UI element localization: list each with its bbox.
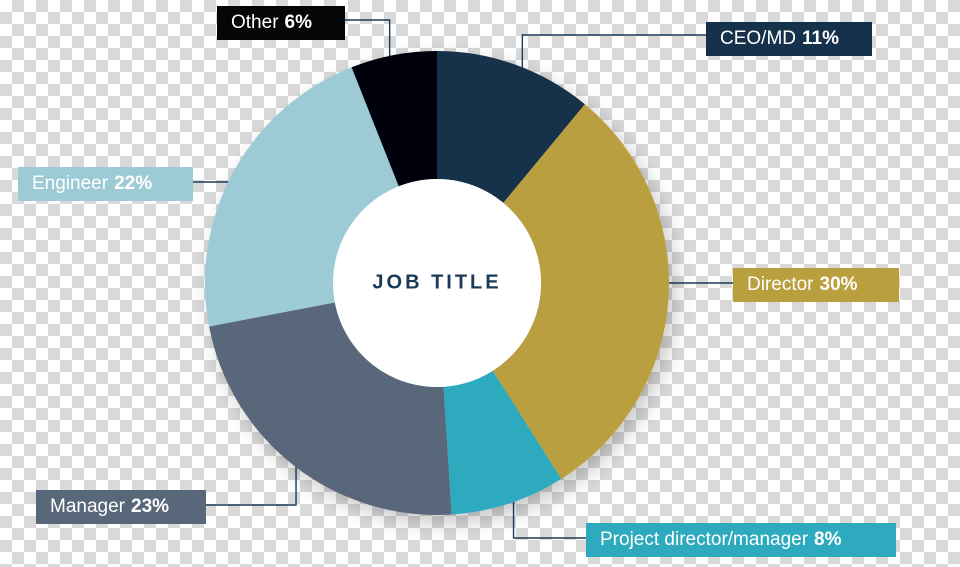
label-other: Other 6%: [217, 6, 345, 40]
label-percent: 22%: [114, 173, 152, 194]
leader-line: [522, 35, 706, 69]
label-name: Manager: [50, 496, 125, 517]
leader-line: [206, 465, 296, 505]
label-name: Engineer: [32, 173, 108, 194]
leader-line: [514, 500, 586, 538]
label-percent: 23%: [131, 496, 169, 517]
label-director: Director 30%: [733, 268, 899, 302]
label-manager: Manager 23%: [36, 490, 206, 524]
label-name: CEO/MD: [720, 28, 796, 49]
label-name: Other: [231, 12, 279, 33]
label-percent: 6%: [285, 12, 312, 33]
donut-chart-container: CEO/MD 11% Director 30% Project director/man…: [0, 0, 960, 567]
label-name: Project director/manager: [600, 529, 808, 550]
chart-center-title: JOB TITLE: [372, 272, 501, 295]
label-percent: 8%: [814, 529, 841, 550]
label-project-director-manager: Project director/manager 8%: [586, 523, 896, 557]
label-percent: 30%: [820, 274, 858, 295]
leader-line: [345, 20, 390, 58]
leader-line: [667, 283, 733, 297]
label-name: Director: [747, 274, 814, 295]
label-percent: 11%: [802, 28, 839, 49]
label-engineer: Engineer 22%: [18, 167, 193, 201]
label-ceo-md: CEO/MD 11%: [706, 22, 872, 56]
